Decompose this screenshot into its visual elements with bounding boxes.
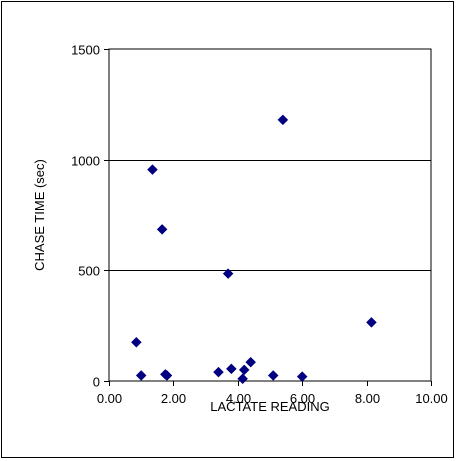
data-point bbox=[238, 364, 250, 376]
data-point bbox=[131, 336, 142, 348]
data-point bbox=[147, 164, 158, 175]
data-point bbox=[135, 370, 147, 381]
x-tick-label: 4.00 bbox=[226, 391, 251, 406]
data-point bbox=[267, 370, 279, 381]
x-tick-label: 2.00 bbox=[161, 391, 186, 406]
y-tick-label: 500 bbox=[78, 264, 100, 279]
y-axis-title: CHASE TIME (sec) bbox=[32, 159, 47, 271]
x-tick-label: 10.00 bbox=[415, 391, 448, 406]
x-tick-label: 6.00 bbox=[290, 391, 315, 406]
y-tick-label: 0 bbox=[93, 375, 100, 390]
data-point bbox=[156, 224, 168, 235]
data-point bbox=[222, 268, 234, 280]
y-tick-label: 1500 bbox=[71, 43, 100, 58]
y-axis: 0 500 1000 1500 bbox=[71, 43, 109, 390]
data-point bbox=[296, 371, 308, 382]
x-axis: 0.00 2.00 4.00 6.00 8.00 10.00 bbox=[97, 381, 448, 406]
y-tick-label: 1000 bbox=[71, 154, 100, 169]
data-points bbox=[131, 114, 377, 385]
data-point bbox=[277, 114, 289, 126]
data-point bbox=[226, 363, 237, 375]
x-axis-title: LACTATE READING bbox=[210, 399, 329, 414]
grid-lines bbox=[109, 160, 431, 271]
data-point bbox=[366, 316, 377, 328]
x-tick-label: 8.00 bbox=[355, 391, 380, 406]
data-point bbox=[161, 370, 173, 381]
data-point bbox=[237, 373, 248, 385]
data-point bbox=[213, 366, 224, 378]
data-point bbox=[245, 356, 257, 368]
plot-area bbox=[108, 48, 432, 382]
x-tick-label: 0.00 bbox=[97, 391, 122, 406]
